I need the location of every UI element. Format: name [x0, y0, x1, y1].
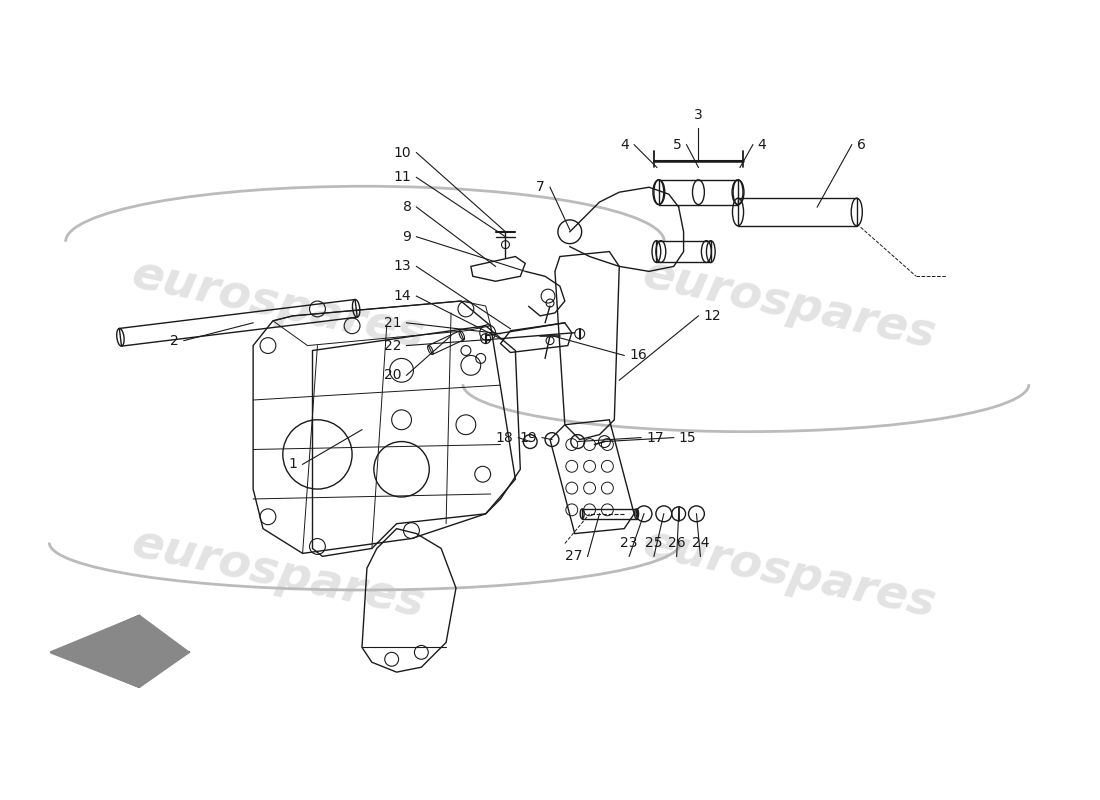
- Text: eurospares: eurospares: [639, 252, 940, 358]
- Text: 4: 4: [758, 138, 767, 152]
- Text: 14: 14: [394, 289, 411, 303]
- Text: 6: 6: [857, 138, 866, 152]
- Text: 1: 1: [289, 458, 298, 471]
- Text: 15: 15: [679, 430, 696, 445]
- Text: 10: 10: [394, 146, 411, 160]
- Text: 26: 26: [668, 537, 685, 550]
- Text: 3: 3: [694, 108, 703, 122]
- Text: 27: 27: [565, 550, 583, 563]
- Text: 11: 11: [394, 170, 411, 184]
- Text: 12: 12: [703, 309, 720, 323]
- Text: 20: 20: [384, 368, 402, 382]
- Text: 2: 2: [170, 334, 179, 348]
- Text: 8: 8: [403, 200, 411, 214]
- Text: 19: 19: [519, 430, 537, 445]
- Text: 13: 13: [394, 259, 411, 274]
- Text: eurospares: eurospares: [128, 252, 429, 358]
- Text: 9: 9: [403, 230, 411, 244]
- Text: eurospares: eurospares: [128, 521, 429, 627]
- Text: 5: 5: [673, 138, 682, 152]
- Text: 18: 18: [496, 430, 514, 445]
- Text: eurospares: eurospares: [639, 521, 940, 627]
- Text: 17: 17: [646, 430, 663, 445]
- Text: 16: 16: [629, 349, 647, 362]
- Text: 23: 23: [620, 537, 638, 550]
- Text: 25: 25: [646, 537, 662, 550]
- Text: 7: 7: [537, 180, 546, 194]
- Text: 4: 4: [620, 138, 629, 152]
- Text: 24: 24: [692, 537, 710, 550]
- Polygon shape: [51, 616, 189, 687]
- Text: 22: 22: [384, 338, 402, 353]
- Text: 21: 21: [384, 316, 402, 330]
